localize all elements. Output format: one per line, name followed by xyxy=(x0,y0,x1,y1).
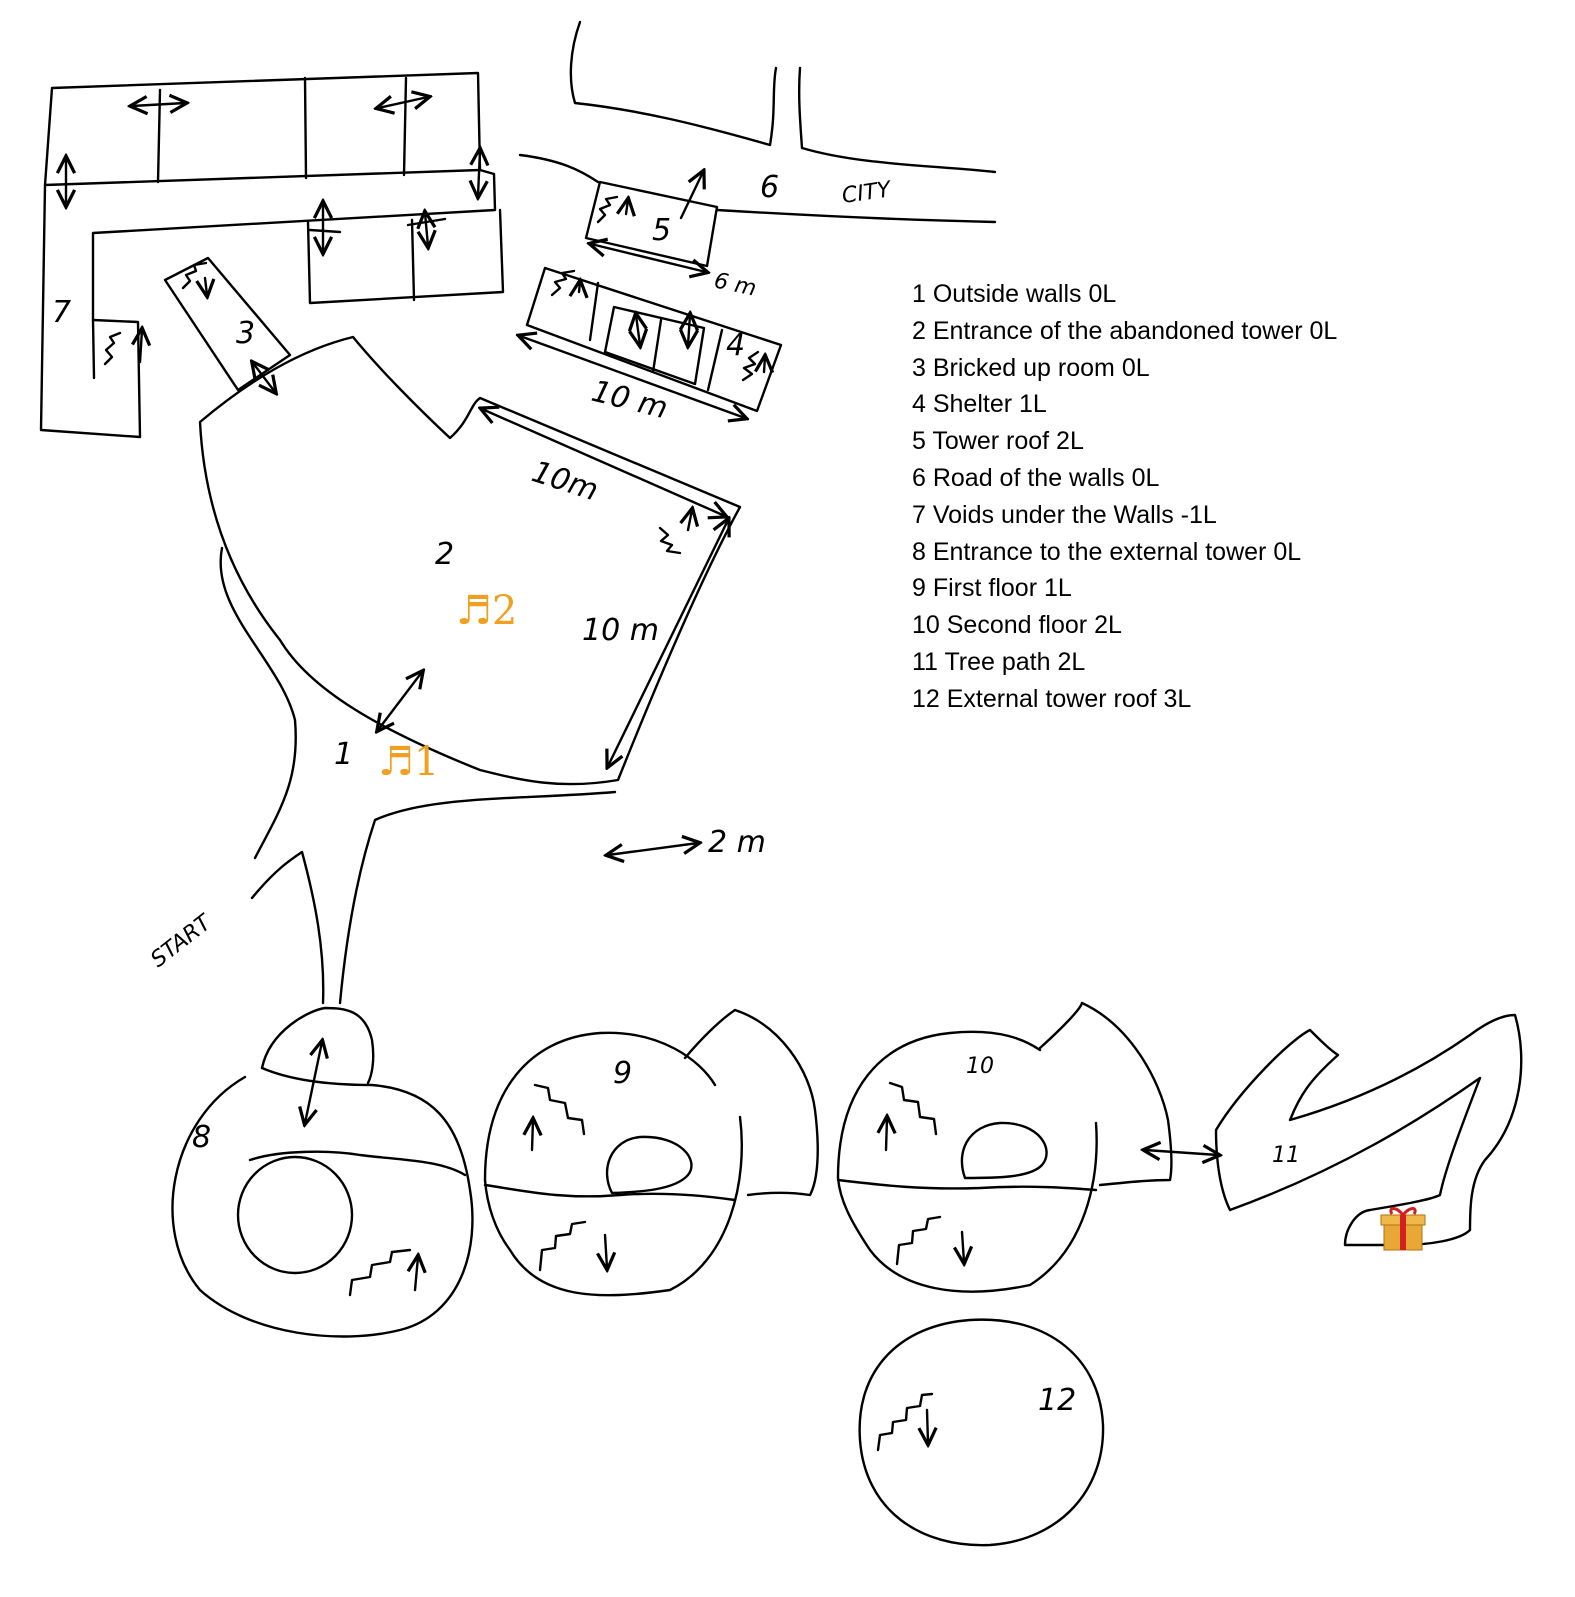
start-label: START xyxy=(146,909,217,972)
area-10-label: 10 xyxy=(966,1054,994,1079)
area-1-outside-walls xyxy=(219,546,617,1005)
area-5-label: 5 xyxy=(652,213,671,248)
area-8-label: 8 xyxy=(192,1120,211,1155)
stairs-icon xyxy=(533,1083,586,1136)
legend-item: 11 Tree path 2L xyxy=(912,647,1086,676)
dimension-10m-shelter-label: 10 m xyxy=(588,374,671,427)
stairs-icon xyxy=(103,331,122,366)
area-7-label: 7 xyxy=(52,295,71,330)
legend-item: 7 Voids under the Walls -1L xyxy=(912,500,1217,529)
stairs-icon xyxy=(658,526,682,555)
legend: 1 Outside walls 0L 2 Entrance of the aba… xyxy=(912,276,1337,718)
legend-item: 2 Entrance of the abandoned tower 0L xyxy=(912,316,1338,345)
stairs-icon xyxy=(181,261,208,290)
area-2-abandoned-tower-entrance xyxy=(198,335,742,786)
stairs-icon xyxy=(596,195,619,224)
area-6-road-of-walls xyxy=(518,20,997,224)
dimension-10m-side-label: 10 m xyxy=(582,613,659,648)
dimension-10m-top-label: 10m xyxy=(528,454,603,508)
legend-item: 10 Second floor 2L xyxy=(912,611,1122,640)
legend-item: 4 Shelter 1L xyxy=(912,390,1047,419)
area-9-first-floor xyxy=(483,1008,819,1297)
stairs-icon xyxy=(876,1392,934,1452)
area-2-label: 2 xyxy=(435,537,454,572)
scale-2m-label: 2 m xyxy=(708,825,766,860)
city-label: CITY xyxy=(840,177,893,209)
dimension-6m-label: 6 m xyxy=(712,268,759,301)
area-3-label: 3 xyxy=(236,316,255,351)
legend-item: 1 Outside walls 0L xyxy=(912,280,1117,308)
legend-item: 8 Entrance to the external tower 0L xyxy=(912,537,1302,566)
scale-bar-icon xyxy=(608,843,698,855)
legend-item: 6 Road of the walls 0L xyxy=(912,463,1160,492)
legend-item: 9 First floor 1L xyxy=(912,574,1072,603)
stairs-icon xyxy=(538,1220,587,1272)
area-6-label: 6 xyxy=(760,170,779,205)
area-11-tree-path xyxy=(1214,1013,1523,1247)
legend-item: 5 Tower roof 2L xyxy=(912,427,1084,456)
area-12-label: 12 xyxy=(1038,1383,1076,1418)
area-12-external-tower-roof xyxy=(858,1318,1105,1547)
area-8-external-tower-entrance xyxy=(171,1006,474,1338)
legend-item: 3 Bricked up room 0L xyxy=(912,353,1150,382)
area-1-label: 1 xyxy=(334,737,353,772)
gift-icon xyxy=(1380,1207,1426,1251)
music-marker-2: ♬2 xyxy=(456,588,517,634)
area-10-second-floor xyxy=(836,1001,1218,1293)
legend-item: 12 External tower roof 3L xyxy=(912,684,1192,713)
area-3-bricked-up-room xyxy=(163,256,292,392)
stairs-icon xyxy=(348,1248,412,1297)
area-5-tower-roof xyxy=(584,172,719,272)
area-4-label: 4 xyxy=(726,328,745,363)
music-marker-1: ♬1 xyxy=(378,739,439,785)
area-11-label: 11 xyxy=(1272,1143,1300,1168)
stairs-icon xyxy=(895,1215,942,1266)
stairs-icon xyxy=(550,269,576,297)
area-4-shelter xyxy=(520,266,783,418)
stairs-icon xyxy=(888,1081,938,1136)
area-9-label: 9 xyxy=(613,1056,632,1091)
stairs-icon xyxy=(741,350,760,382)
area-7-voids-under-walls xyxy=(39,71,505,439)
